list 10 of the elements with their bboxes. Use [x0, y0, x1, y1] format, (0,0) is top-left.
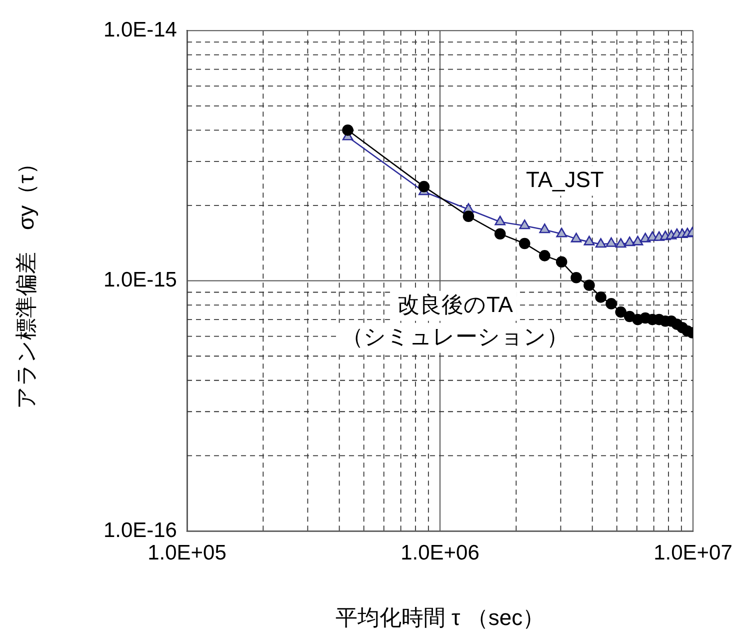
x-axis-title: 平均化時間 τ （sec） [335, 604, 545, 630]
x-tick-label: 1.0E+06 [400, 541, 480, 564]
series-label: TA_JST [526, 166, 604, 192]
series-label: 改良後のTA （シミュレーション） [342, 292, 569, 349]
y-axis-title: アラン標準偏差 σy（τ） [13, 152, 38, 409]
x-tick-label: 1.0E+07 [654, 541, 732, 564]
x-tick-label: 1.0E+05 [148, 541, 226, 564]
y-tick-label: 1.0E-14 [103, 18, 178, 42]
y-tick-label: 1.0E-16 [103, 518, 177, 542]
y-tick-label: 1.0E-15 [103, 268, 177, 292]
